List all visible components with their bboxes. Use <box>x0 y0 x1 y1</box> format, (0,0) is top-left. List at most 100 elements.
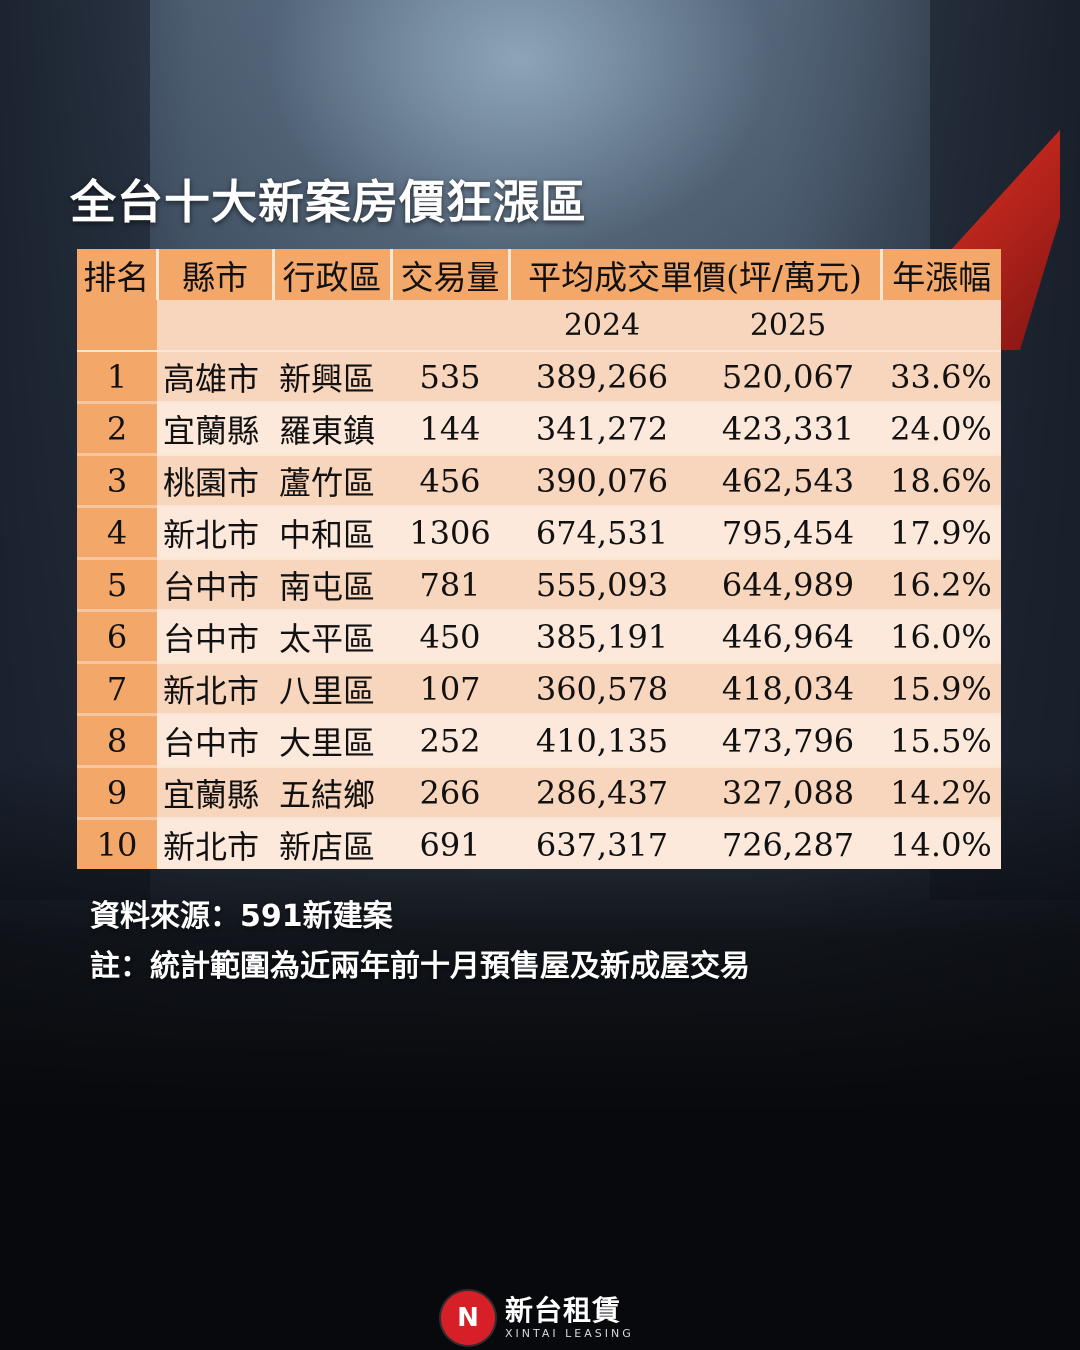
cell-price-2025: 462,543 <box>695 454 881 508</box>
table-row: 1 高雄市 新興區 535 389,266 520,067 33.6% <box>77 351 1001 404</box>
cell-district: 蘆竹區 <box>273 454 391 508</box>
cell-rank: 2 <box>77 402 157 456</box>
cell-district: 南屯區 <box>273 558 391 612</box>
header-growth: 年漲幅 <box>881 249 1001 300</box>
cell-city: 台中市 <box>157 558 273 612</box>
cell-volume: 691 <box>391 818 509 869</box>
cell-city: 新北市 <box>157 818 273 869</box>
notes: 資料來源：591新建案 註：統計範圍為近兩年前十月預售屋及新成屋交易 <box>90 892 750 992</box>
cell-growth: 18.6% <box>881 454 1001 508</box>
cell-city: 台中市 <box>157 610 273 664</box>
cell-price-2024: 286,437 <box>509 766 695 820</box>
subheader-blank <box>77 300 157 352</box>
table-row: 2 宜蘭縣 羅東鎮 144 341,272 423,331 24.0% <box>77 402 1001 456</box>
table-row: 9 宜蘭縣 五結鄉 266 286,437 327,088 14.2% <box>77 766 1001 820</box>
cell-city: 宜蘭縣 <box>157 402 273 456</box>
cell-price-2025: 795,454 <box>695 506 881 560</box>
cell-rank: 7 <box>77 662 157 716</box>
cell-district: 八里區 <box>273 662 391 716</box>
cell-volume: 144 <box>391 402 509 456</box>
table-row: 6 台中市 太平區 450 385,191 446,964 16.0% <box>77 610 1001 664</box>
logo-text: 新台租賃 XINTAI LEASING <box>505 1295 634 1341</box>
cell-price-2024: 389,266 <box>509 351 695 404</box>
cell-price-2024: 341,272 <box>509 402 695 456</box>
logo-name-en: XINTAI LEASING <box>505 1327 634 1340</box>
table-row: 3 桃園市 蘆竹區 456 390,076 462,543 18.6% <box>77 454 1001 508</box>
cell-growth: 33.6% <box>881 351 1001 404</box>
cell-price-2024: 360,578 <box>509 662 695 716</box>
cell-district: 大里區 <box>273 714 391 768</box>
cell-rank: 3 <box>77 454 157 508</box>
cell-district: 新興區 <box>273 351 391 404</box>
header-district: 行政區 <box>273 249 393 300</box>
cell-district: 太平區 <box>273 610 391 664</box>
cell-growth: 15.9% <box>881 662 1001 716</box>
cell-price-2025: 423,331 <box>695 402 881 456</box>
subheader-blank <box>881 300 1001 352</box>
cell-price-2024: 674,531 <box>509 506 695 560</box>
cell-volume: 266 <box>391 766 509 820</box>
logo-mark-icon: N <box>441 1291 495 1345</box>
cell-price-2025: 446,964 <box>695 610 881 664</box>
price-table-container: 排名 縣市 行政區 交易量 平均成交單價(坪/萬元) 年漲幅 2024 2025… <box>77 249 1001 869</box>
cell-city: 高雄市 <box>157 351 273 404</box>
cell-rank: 10 <box>77 818 157 869</box>
cell-volume: 781 <box>391 558 509 612</box>
cell-city: 新北市 <box>157 506 273 560</box>
header-city: 縣市 <box>157 249 275 300</box>
cell-rank: 4 <box>77 506 157 560</box>
cell-price-2025: 418,034 <box>695 662 881 716</box>
cell-price-2025: 520,067 <box>695 351 881 404</box>
cell-price-2024: 390,076 <box>509 454 695 508</box>
cell-growth: 16.2% <box>881 558 1001 612</box>
cell-growth: 24.0% <box>881 402 1001 456</box>
cell-growth: 15.5% <box>881 714 1001 768</box>
cell-growth: 17.9% <box>881 506 1001 560</box>
cell-rank: 5 <box>77 558 157 612</box>
cell-growth: 16.0% <box>881 610 1001 664</box>
subheader-blank <box>391 300 509 352</box>
table-row: 4 新北市 中和區 1306 674,531 795,454 17.9% <box>77 506 1001 560</box>
table-row: 7 新北市 八里區 107 360,578 418,034 15.9% <box>77 662 1001 716</box>
page-title: 全台十大新案房價狂漲區 <box>70 175 587 229</box>
subheader-blank <box>157 300 273 352</box>
cell-rank: 6 <box>77 610 157 664</box>
table-row: 5 台中市 南屯區 781 555,093 644,989 16.2% <box>77 558 1001 612</box>
cell-volume: 450 <box>391 610 509 664</box>
subheader-year-2024: 2024 <box>509 300 695 352</box>
cell-city: 桃園市 <box>157 454 273 508</box>
cell-price-2024: 410,135 <box>509 714 695 768</box>
table-row: 10 新北市 新店區 691 637,317 726,287 14.0% <box>77 818 1001 869</box>
cell-rank: 8 <box>77 714 157 768</box>
cell-volume: 107 <box>391 662 509 716</box>
cell-volume: 1306 <box>391 506 509 560</box>
cell-volume: 535 <box>391 351 509 404</box>
cell-city: 台中市 <box>157 714 273 768</box>
header-rank: 排名 <box>77 249 159 300</box>
table-header-row: 排名 縣市 行政區 交易量 平均成交單價(坪/萬元) 年漲幅 <box>77 249 1001 300</box>
subheader-blank <box>273 300 391 352</box>
cell-price-2025: 726,287 <box>695 818 881 869</box>
header-avg-price: 平均成交單價(坪/萬元) <box>509 249 883 300</box>
cell-district: 新店區 <box>273 818 391 869</box>
cell-price-2024: 385,191 <box>509 610 695 664</box>
cell-city: 新北市 <box>157 662 273 716</box>
cell-price-2024: 637,317 <box>509 818 695 869</box>
cell-rank: 1 <box>77 351 157 404</box>
cell-district: 中和區 <box>273 506 391 560</box>
cell-price-2025: 327,088 <box>695 766 881 820</box>
brand-logo: N 新台租賃 XINTAI LEASING <box>441 1290 634 1346</box>
cell-city: 宜蘭縣 <box>157 766 273 820</box>
cell-growth: 14.2% <box>881 766 1001 820</box>
cell-volume: 252 <box>391 714 509 768</box>
cell-district: 羅東鎮 <box>273 402 391 456</box>
price-table: 排名 縣市 行政區 交易量 平均成交單價(坪/萬元) 年漲幅 2024 2025… <box>77 249 1001 869</box>
header-volume: 交易量 <box>391 249 511 300</box>
cell-price-2025: 644,989 <box>695 558 881 612</box>
remark-note: 註：統計範圍為近兩年前十月預售屋及新成屋交易 <box>90 949 750 984</box>
cell-price-2025: 473,796 <box>695 714 881 768</box>
table-row: 8 台中市 大里區 252 410,135 473,796 15.5% <box>77 714 1001 768</box>
source-note: 資料來源：591新建案 <box>90 899 393 934</box>
cell-rank: 9 <box>77 766 157 820</box>
cell-volume: 456 <box>391 454 509 508</box>
